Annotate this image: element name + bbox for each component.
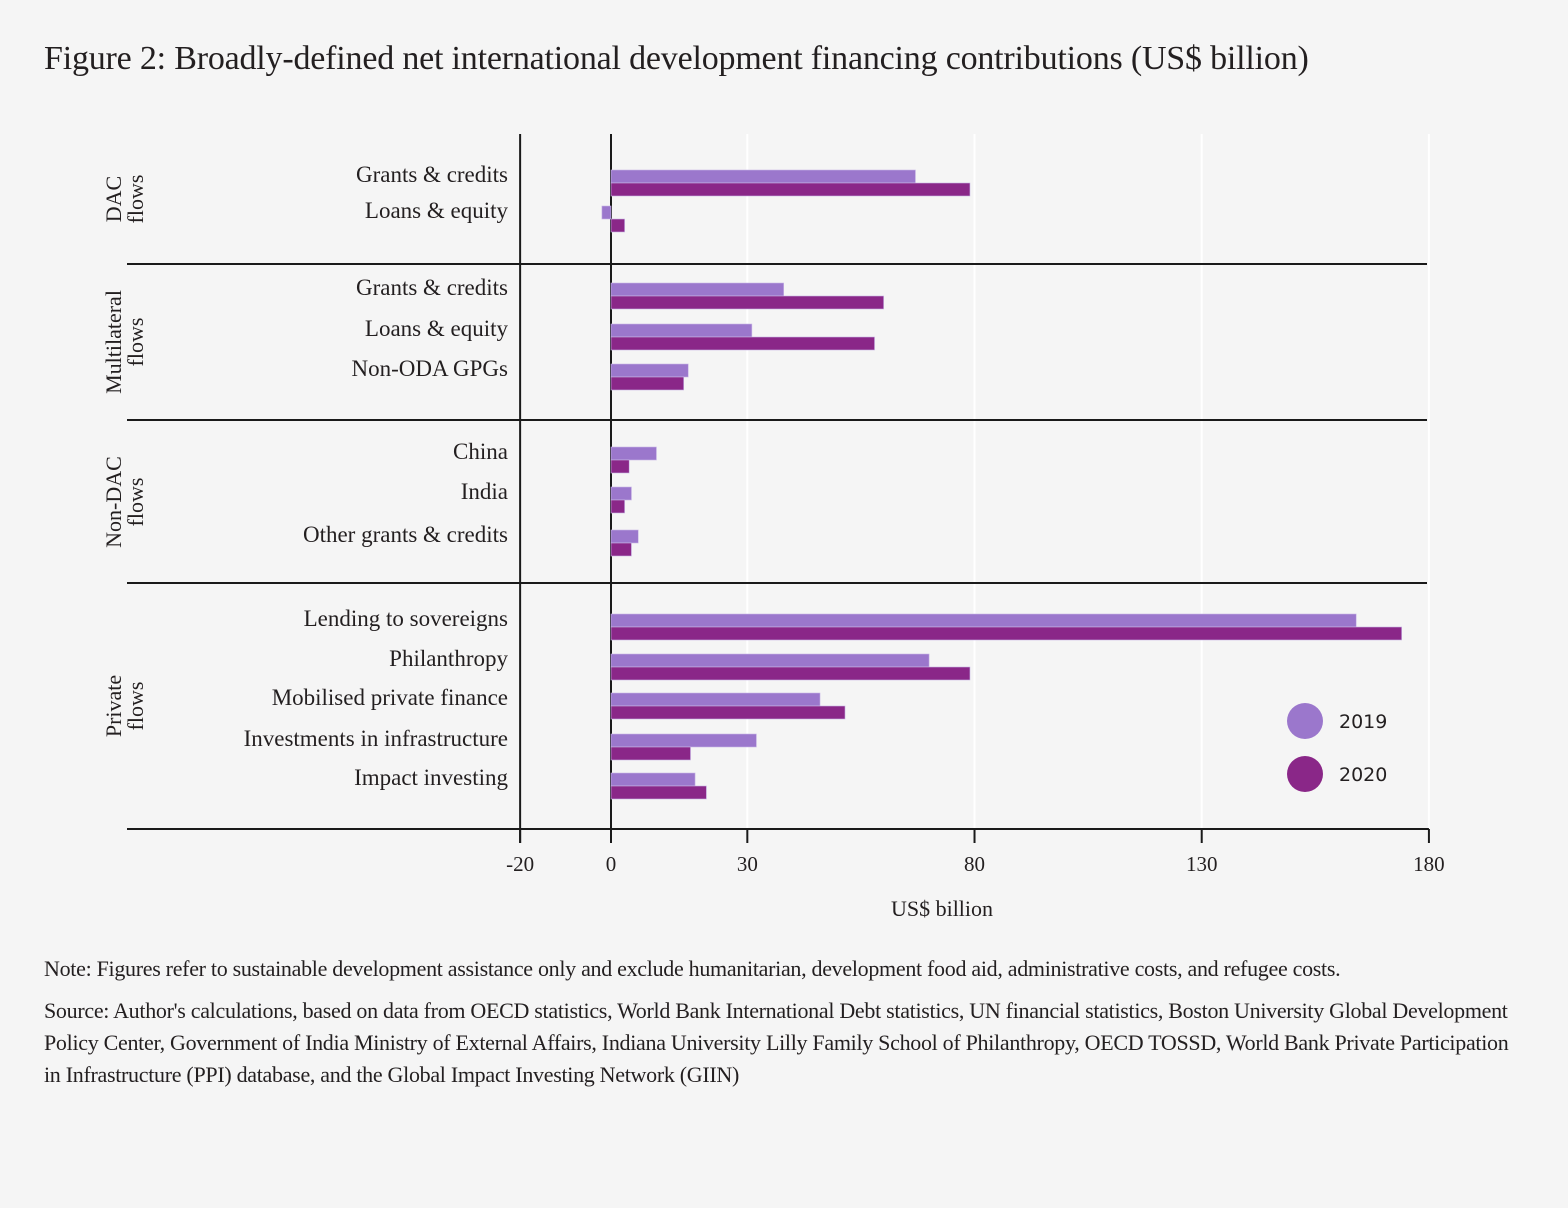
category-label: China <box>453 439 508 464</box>
legend-swatch-2020 <box>1287 756 1323 792</box>
bar-2020 <box>610 218 625 233</box>
bar-2020 <box>610 499 625 514</box>
x-tick-label: 0 <box>606 852 617 876</box>
x-tick-label: 130 <box>1186 852 1218 876</box>
bar-2019 <box>610 323 753 338</box>
group-label: Privateflows <box>101 675 148 737</box>
bar-2019 <box>610 363 689 378</box>
figure-notes: Note: Figures refer to sustainable devel… <box>44 953 1524 1101</box>
group-label: DACflows <box>101 175 148 224</box>
x-tick-label: -20 <box>506 852 534 876</box>
bar-2019 <box>610 613 1357 628</box>
bar-2019 <box>610 653 930 668</box>
x-axis: -20 0 30 80 130 180 US$ billion <box>506 829 1445 921</box>
bar-2019 <box>610 446 657 461</box>
figure-title: Figure 2: Broadly-defined net internatio… <box>44 40 1309 77</box>
category-label: Other grants & credits <box>303 522 508 547</box>
source-text: Source: Author's calculations, based on … <box>44 998 1509 1087</box>
note-text: Note: Figures refer to sustainable devel… <box>44 956 1341 981</box>
bar-2020 <box>610 459 630 474</box>
legend-label-2020: 2020 <box>1339 764 1387 786</box>
bar-2019 <box>610 733 757 748</box>
category-label: Impact investing <box>354 765 508 790</box>
bar-2019 <box>610 692 821 707</box>
x-axis-title: US$ billion <box>891 896 993 921</box>
bar-2019 <box>610 169 916 184</box>
category-label: Loans & equity <box>365 198 509 223</box>
legend: 2019 2020 <box>1287 703 1387 792</box>
bar-2020 <box>610 336 875 351</box>
legend-label-2019: 2019 <box>1339 711 1387 733</box>
bar-2020 <box>610 626 1402 641</box>
category-labels: Grants & credits Loans & equity Grants & c… <box>244 162 509 790</box>
category-label: Philanthropy <box>389 646 508 671</box>
bar-2020 <box>610 542 632 557</box>
bar-2020 <box>610 376 685 391</box>
group-labels: DACflows Multilateralflows Non-DACflows Pri… <box>101 175 148 738</box>
bar-2019 <box>610 282 784 297</box>
bar-2019 <box>610 772 696 787</box>
category-label: Loans & equity <box>365 316 509 341</box>
bar-chart: Grants & credits Loans & equity Grants & c… <box>101 134 1445 921</box>
category-label: Grants & credits <box>356 162 508 187</box>
bar-2020 <box>610 295 884 310</box>
legend-swatch-2019 <box>1287 703 1323 739</box>
x-tick-label: 30 <box>737 852 758 876</box>
bar-2020 <box>610 666 971 681</box>
category-label: India <box>461 479 508 504</box>
bar-2020 <box>610 705 846 720</box>
bars <box>601 169 1402 800</box>
bar-2020 <box>610 182 971 197</box>
bar-2020 <box>610 785 707 800</box>
bar-2019 <box>610 486 632 501</box>
group-label: Multilateralflows <box>101 290 148 394</box>
bar-2019 <box>610 529 639 544</box>
category-label: Lending to sovereigns <box>304 606 508 631</box>
category-label: Non-ODA GPGs <box>351 356 508 381</box>
x-tick-label: 180 <box>1413 852 1445 876</box>
category-label: Investments in infrastructure <box>244 726 508 751</box>
bar-2019 <box>601 205 612 220</box>
category-label: Grants & credits <box>356 275 508 300</box>
x-tick-label: 80 <box>964 852 985 876</box>
bar-2020 <box>610 746 691 761</box>
group-label: Non-DACflows <box>101 456 148 548</box>
category-label: Mobilised private finance <box>272 685 508 710</box>
gridlines <box>746 134 1430 829</box>
